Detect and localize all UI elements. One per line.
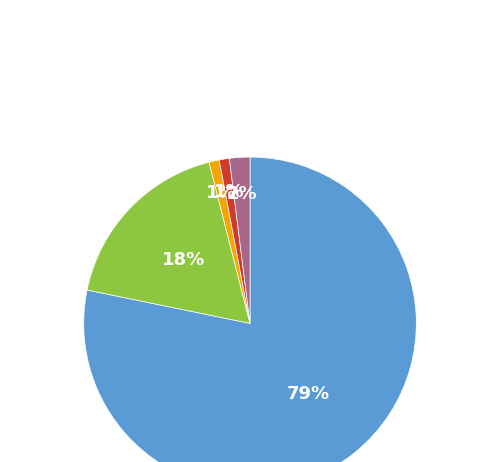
Text: 18%: 18% [162, 251, 206, 269]
Text: 2%: 2% [226, 185, 257, 203]
Text: 1%: 1% [206, 184, 236, 202]
Text: 79%: 79% [286, 385, 330, 403]
Wedge shape [230, 157, 250, 323]
Wedge shape [87, 162, 250, 323]
Wedge shape [84, 157, 416, 462]
Wedge shape [219, 158, 250, 323]
Wedge shape [209, 160, 250, 323]
Text: 1%: 1% [214, 183, 244, 201]
